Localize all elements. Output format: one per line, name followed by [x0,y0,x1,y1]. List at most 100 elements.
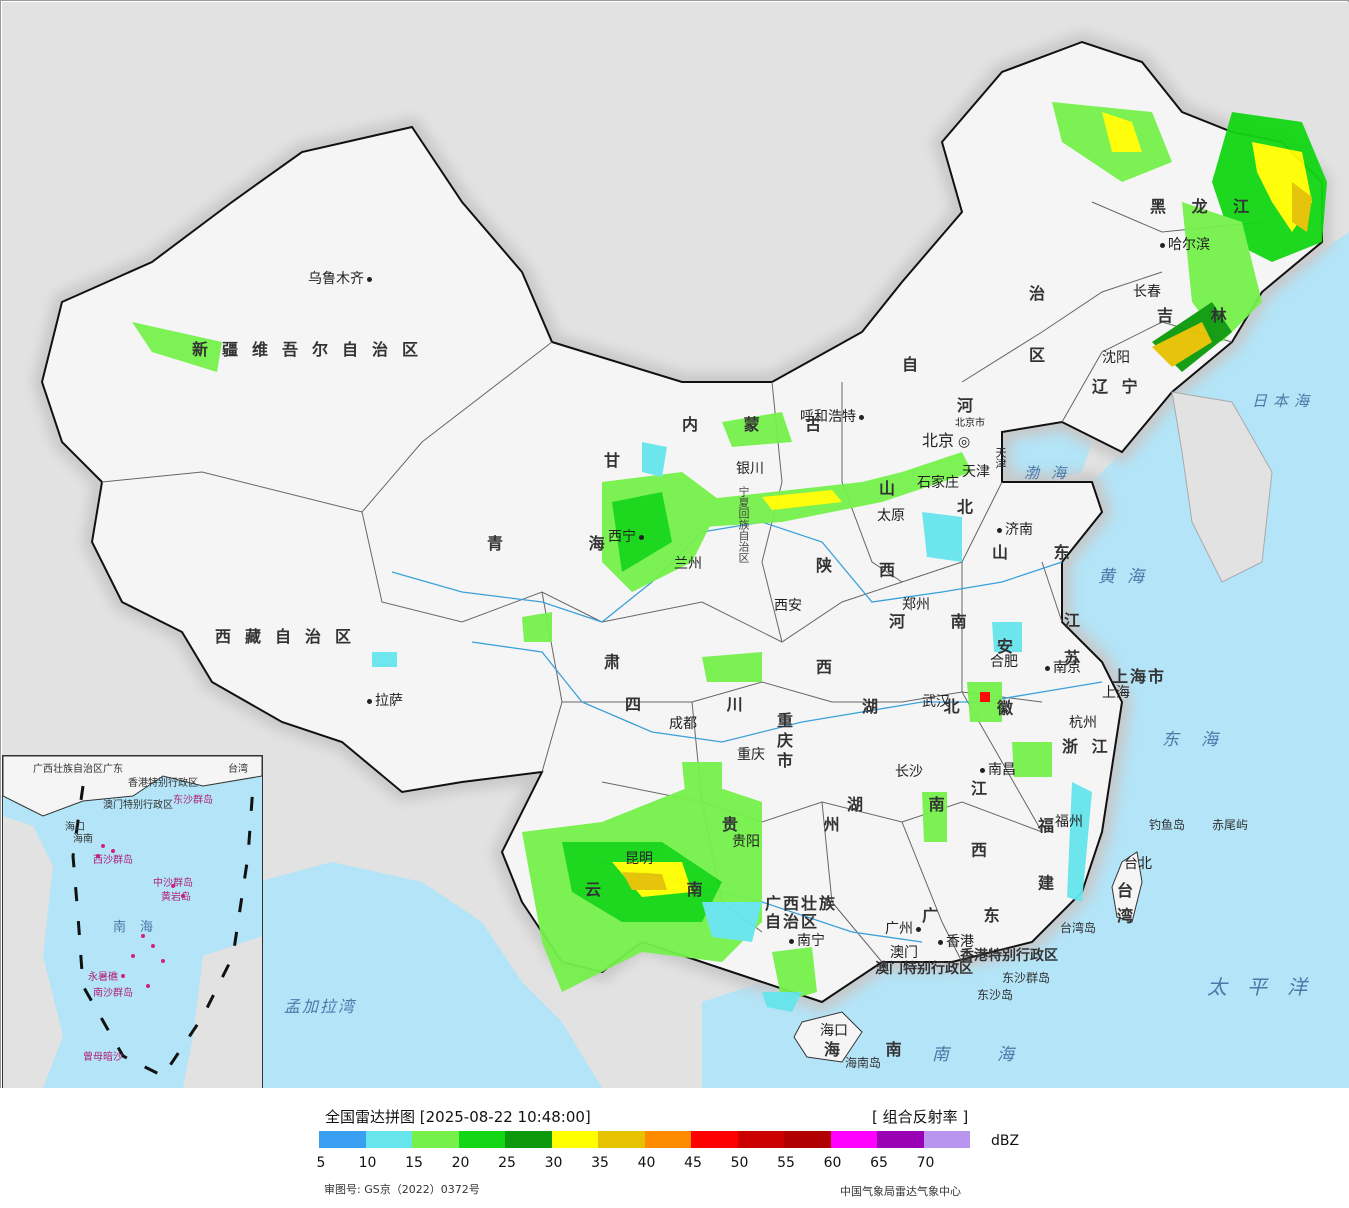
city-urumqi-label: 乌鲁木齐 [308,271,364,287]
city-nanchang[interactable]: 南昌 [977,763,1016,777]
inset-dashed-line [71,785,255,1078]
inset-label-guangxi: 广西壮族自治区 [33,764,103,775]
scale-swatch-2 [412,1131,459,1148]
korea-land [1171,391,1273,583]
label-yunnan: 云 南 [585,880,743,899]
label-hubei: 湖 北 [862,697,990,716]
city-shanghai[interactable]: 上海 [1102,686,1130,700]
city-hangzhou[interactable]: 杭州 [1069,716,1097,730]
scale-tick-55: 55 [777,1155,795,1171]
city-guangzhou[interactable]: 广州 [885,922,924,936]
city-dot [367,276,372,282]
inset-label-xisha: 西沙群岛 [93,855,133,866]
label-xinjiang: 新疆维吾尔自治区 [192,340,433,359]
city-guiyang[interactable]: 贵阳 [732,835,760,849]
city-chengdu[interactable]: 成都 [669,717,697,731]
city-hongkong[interactable]: 香港 [935,935,974,949]
scale-swatch-11 [830,1131,877,1148]
label-jiangsu: 江 苏 [1061,612,1080,674]
scale-tick-70: 70 [916,1155,935,1171]
inset-label-nansha: 南沙群岛 [93,988,133,999]
map-title: 全国雷达拼图 [2025-08-22 10:48:00] [325,1108,591,1126]
label-macau: 澳门特别行政区 [875,961,973,977]
label-guangxi: 广西壮族自治区 [765,894,838,931]
city-shenyang[interactable]: 沈阳 [1102,351,1130,365]
map-area[interactable]: 广西壮族自治区 广东 台湾 香港特别行政区 澳门特别行政区 东沙群岛 海口 海南… [2,2,1349,1088]
city-yinchuan[interactable]: 银川 [736,462,764,476]
city-dot [980,767,985,773]
inset-label-nanhai: 南海 [113,920,168,935]
label-sichuan: 四 川 [625,695,783,714]
inset-label-zengmu: 曾母暗沙 [83,1052,123,1063]
city-hefei[interactable]: 合肥 [990,655,1018,669]
city-macau[interactable]: 澳门 [890,946,918,960]
city-jinan[interactable]: 济南 [994,523,1033,537]
city-beijing-label: 北京 [922,431,955,450]
scale-swatch-4 [505,1131,552,1148]
city-nanjing[interactable]: 南京 [1042,661,1081,675]
hainan-island [793,1011,863,1063]
inset-label-haikou: 海口 [65,822,85,833]
city-xian[interactable]: 西安 [774,599,802,613]
inset-label-taiwan: 台湾 [228,764,248,775]
city-fuzhou[interactable]: 福州 [1055,815,1083,829]
label-neimenggu-2: 治 区 [1026,285,1045,383]
city-changchun[interactable]: 长春 [1133,285,1161,299]
inset-label-guangdong: 广东 [103,764,123,775]
city-chongqing[interactable]: 重庆 [737,748,765,762]
label-shaanxi: 陕 西 [813,557,832,715]
city-dot [859,414,864,420]
inset-label-hainan: 海南 [73,834,93,845]
label-hebei: 河 北 [954,397,973,555]
city-xining[interactable]: 西宁 [608,530,647,544]
label-shanxi: 山 西 [876,480,895,608]
city-tianjin[interactable]: 天津 [962,465,990,479]
city-shijiazhuang[interactable]: 石家庄 [917,476,959,490]
city-nanning[interactable]: 南宁 [786,934,825,948]
scale-swatch-12 [877,1131,924,1148]
city-changsha[interactable]: 长沙 [895,765,923,779]
city-dot [1045,665,1050,671]
label-liaoning: 辽 宁 [1092,377,1142,396]
sea-label-south: 南海 [932,1045,1062,1065]
scale-tick-15: 15 [405,1155,423,1171]
sea-label-yellow: 黄海 [1098,567,1156,587]
label-jilin: 吉 林 [1157,306,1243,325]
label-shandong: 山 东 [992,543,1090,562]
inset-label-macau: 澳门特别行政区 [103,800,173,811]
inset-canvas [3,756,262,1088]
agency-credit: 中国气象局雷达气象中心 [840,1185,961,1198]
city-beijing[interactable]: 北京 ◎ [922,431,970,450]
city-taiyuan[interactable]: 太原 [877,509,905,523]
sea-label-bohai: 渤海 [1024,464,1079,482]
city-macau-label: 澳门 [890,945,918,961]
scale-tick-35: 35 [591,1155,609,1171]
label-anhui: 安 徽 [994,638,1013,736]
city-shanghai-label: 上海 [1102,685,1130,701]
scale-tick-30: 30 [544,1155,563,1171]
city-lhasa[interactable]: 拉萨 [364,694,403,708]
city-haikou[interactable]: 海口 [820,1024,848,1038]
scale-tick-45: 45 [684,1155,702,1171]
inset-reefs [96,844,185,988]
city-dot [938,939,943,945]
island-dongsha-group: 东沙群岛 [1002,971,1051,985]
map-canvas [32,32,1349,1088]
city-taipei[interactable]: 台北 [1124,857,1152,871]
island-chiwei: 赤尾屿 [1212,818,1249,832]
label-guizhou: 贵 州 [722,815,880,834]
city-urumqi[interactable]: 乌鲁木齐 [308,272,375,286]
city-zhengzhou[interactable]: 郑州 [902,598,930,612]
city-lanzhou[interactable]: 兰州 [674,557,702,571]
scale-tick-40: 40 [637,1155,656,1171]
city-harbin[interactable]: 哈尔滨 [1157,238,1210,252]
label-zhejiang: 浙 江 [1062,737,1112,756]
inset-land-west [3,816,63,1088]
radar-echoes [132,102,1327,1012]
city-dot [789,938,794,944]
city-haikou-label: 海口 [820,1023,848,1039]
city-kunming[interactable]: 昆明 [625,852,653,866]
city-hohhot[interactable]: 呼和浩特 [800,410,867,424]
scale-swatch-10 [784,1131,831,1148]
city-wuhan[interactable]: 武汉 [922,695,950,709]
